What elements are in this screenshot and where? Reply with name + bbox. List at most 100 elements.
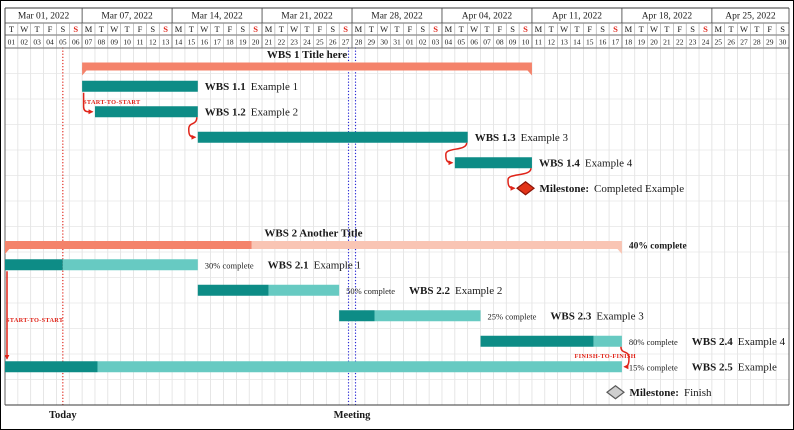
- day-number: 30: [779, 38, 787, 47]
- dependency-link: [620, 346, 630, 370]
- week-label: Mar 01, 2022: [18, 12, 70, 22]
- milestone-diamond: [606, 384, 625, 400]
- milestone-name: Finish: [684, 387, 712, 399]
- day-number: 05: [59, 38, 67, 47]
- day-number: 08: [98, 38, 106, 47]
- day-letter: M: [715, 24, 723, 34]
- day-letter: S: [163, 24, 168, 34]
- task-name: Example 1: [314, 260, 361, 272]
- day-letter: T: [189, 24, 195, 34]
- day-number: 28: [355, 38, 363, 47]
- day-letter: W: [110, 24, 118, 34]
- day-number: 13: [162, 38, 170, 47]
- task-bar-remaining: [97, 361, 622, 373]
- day-letter: W: [650, 24, 658, 34]
- task-name: Example 3: [596, 311, 644, 323]
- week-label: Apr 25, 2022: [725, 12, 776, 22]
- task-bar: [454, 157, 532, 169]
- task-bar-complete: [480, 335, 594, 347]
- dependency-link: [445, 142, 468, 166]
- day-number: 01: [8, 38, 16, 47]
- day-number: 02: [21, 38, 29, 47]
- day-letter: F: [497, 24, 502, 34]
- day-letter: S: [420, 24, 425, 34]
- task-wbs: WBS 2.5: [692, 362, 733, 374]
- day-letter: T: [9, 24, 15, 34]
- task-bar-remaining: [268, 284, 340, 296]
- milestone-diamond: [516, 180, 536, 196]
- task-wbs: WBS 1.1: [205, 81, 246, 93]
- day-letter: T: [574, 24, 580, 34]
- day-number: 24: [702, 38, 710, 47]
- day-number: 31: [393, 38, 401, 47]
- today-label: Today: [49, 410, 77, 421]
- day-number: 23: [290, 38, 298, 47]
- day-letter: S: [150, 24, 155, 34]
- task-label: 30% complete WBS 2.1 Example 1: [205, 260, 361, 272]
- day-letter: S: [433, 24, 438, 34]
- task-label: 15% complete WBS 2.5 Example: [629, 362, 777, 374]
- dependency-link: [188, 117, 198, 140]
- day-number: 19: [239, 38, 247, 47]
- task-wbs: WBS 2.3: [550, 311, 591, 323]
- dependency-link: [82, 92, 94, 115]
- task-progress-label: 30% complete: [205, 261, 254, 271]
- day-number: 09: [509, 38, 517, 47]
- day-number: 11: [136, 38, 143, 47]
- task-name: Example 4: [738, 336, 786, 348]
- day-number: 07: [483, 38, 491, 47]
- day-number: 10: [123, 38, 131, 47]
- day-letter: T: [369, 24, 375, 34]
- milestone-name: Completed Example: [594, 183, 684, 195]
- day-number: 12: [547, 38, 555, 47]
- day-number: 24: [303, 38, 311, 47]
- link-label: START-TO-START: [83, 99, 141, 106]
- day-letter: M: [445, 24, 453, 34]
- milestone-label: Milestone: Completed Example: [540, 183, 685, 195]
- day-letter: S: [330, 24, 335, 34]
- day-number: 21: [265, 38, 273, 47]
- day-number: 16: [599, 38, 607, 47]
- task-progress-label: 50% complete: [346, 286, 395, 296]
- day-letter: M: [625, 24, 633, 34]
- group-bar-right-cap: [524, 67, 532, 76]
- task-label: WBS 1.3 Example 3: [475, 132, 569, 144]
- week-label: Mar 28, 2022: [371, 12, 423, 22]
- task-bar-remaining: [593, 335, 622, 347]
- day-letter: M: [175, 24, 183, 34]
- day-letter: W: [380, 24, 388, 34]
- day-number: 02: [419, 38, 427, 47]
- day-number: 04: [445, 38, 453, 47]
- task-name: Example 4: [585, 158, 633, 170]
- day-number: 17: [612, 38, 620, 47]
- day-number: 22: [676, 38, 684, 47]
- task-bar: [82, 80, 198, 92]
- day-number: 13: [560, 38, 568, 47]
- day-number: 14: [573, 38, 581, 47]
- day-number: 09: [110, 38, 118, 47]
- day-letter: W: [740, 24, 748, 34]
- dependency-link: [507, 168, 532, 191]
- task-label: WBS 1.1 Example 1: [205, 81, 298, 93]
- link-label: FINISH-TO-FINISH: [575, 353, 636, 360]
- day-number: 29: [368, 38, 376, 47]
- task-wbs: WBS 1.3: [475, 132, 516, 144]
- day-number: 20: [650, 38, 658, 47]
- day-number: 19: [637, 38, 645, 47]
- meeting-label: Meeting: [334, 410, 371, 421]
- week-label: Mar 21, 2022: [281, 12, 333, 22]
- day-letter: F: [587, 24, 592, 34]
- group-bar-right-cap: [614, 246, 622, 254]
- day-number: 20: [252, 38, 260, 47]
- task-progress-label: 25% complete: [488, 312, 537, 322]
- group-title: WBS 1 Title here: [267, 49, 347, 61]
- group-bar-remaining: [251, 241, 622, 249]
- day-number: 15: [586, 38, 594, 47]
- task-name: Example 2: [251, 107, 298, 119]
- task-name: Example 2: [455, 285, 502, 297]
- day-letter: T: [99, 24, 105, 34]
- day-number: 06: [72, 38, 80, 47]
- day-letter: F: [228, 24, 233, 34]
